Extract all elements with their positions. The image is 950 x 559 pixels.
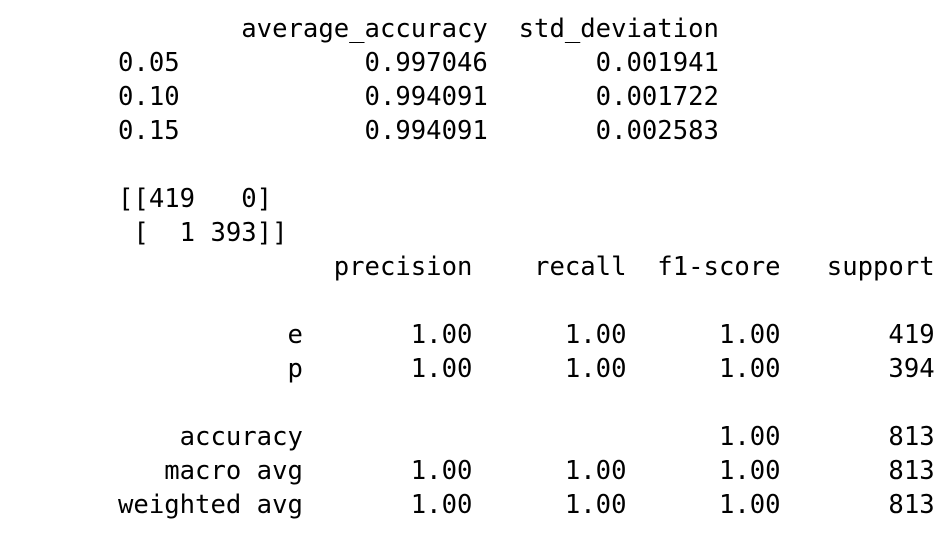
confusion-matrix-row: [[419 0] bbox=[118, 184, 273, 214]
accuracy-table-header: average_accuracy std_deviation bbox=[118, 14, 719, 44]
report-row: e 1.00 1.00 1.00 419 bbox=[118, 320, 935, 350]
accuracy-table-row: 0.15 0.994091 0.002583 bbox=[118, 116, 719, 146]
blank-line bbox=[118, 148, 935, 182]
accuracy-table-row: 0.05 0.997046 0.001941 bbox=[118, 48, 719, 78]
report-row: p 1.00 1.00 1.00 394 bbox=[118, 354, 935, 384]
accuracy-table-row: 0.10 0.994091 0.001722 bbox=[118, 82, 719, 112]
report-row: macro avg 1.00 1.00 1.00 813 bbox=[118, 456, 935, 486]
cell-output: average_accuracy std_deviation 0.05 0.997… bbox=[118, 12, 935, 522]
confusion-matrix-row: [ 1 393]] bbox=[118, 218, 288, 248]
blank-line bbox=[118, 386, 935, 420]
report-row: accuracy 1.00 813 bbox=[118, 422, 935, 452]
blank-line bbox=[118, 284, 935, 318]
report-row: weighted avg 1.00 1.00 1.00 813 bbox=[118, 490, 935, 520]
report-header: precision recall f1-score support bbox=[118, 252, 935, 282]
